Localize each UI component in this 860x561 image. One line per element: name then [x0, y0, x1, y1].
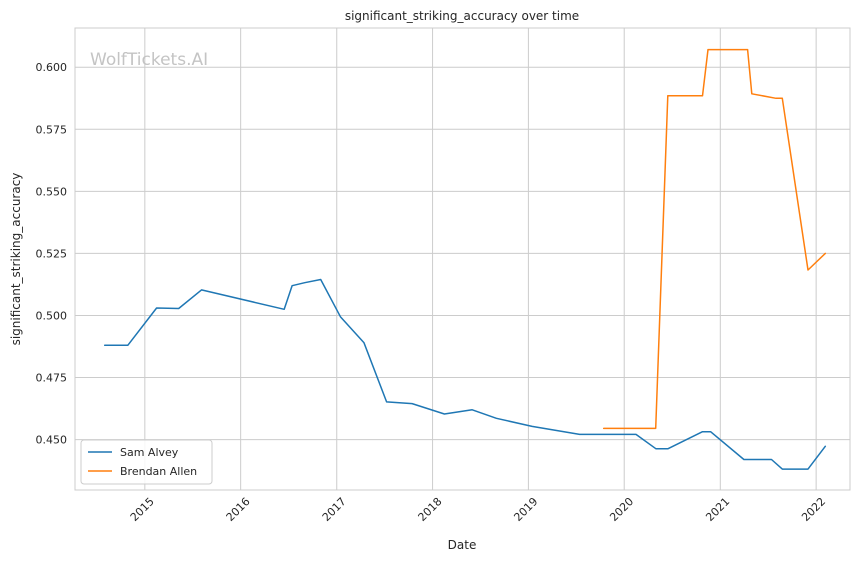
x-tick-label: 2015 — [128, 495, 157, 524]
x-tick-label: 2021 — [703, 495, 732, 524]
chart-title: significant_striking_accuracy over time — [345, 9, 579, 23]
series-lines — [103, 48, 827, 470]
x-tick-label: 2016 — [224, 495, 253, 524]
watermark-text: WolfTickets.AI — [90, 50, 208, 70]
series-line-brendan-allen — [602, 48, 827, 430]
x-tick-label: 2022 — [799, 495, 828, 524]
x-axis-ticks: 2015 2016 2017 2018 2019 2020 2021 2022 — [128, 495, 828, 524]
y-tick-label: 0.450 — [36, 434, 68, 447]
y-tick-label: 0.575 — [36, 123, 68, 136]
y-axis-ticks: 0.450 0.475 0.500 0.525 0.550 0.575 0.600 — [36, 61, 68, 446]
plot-background — [75, 28, 850, 490]
legend-box — [80, 439, 213, 485]
legend-label-brendan-allen: Brendan Allen — [120, 465, 197, 478]
x-tick-label: 2018 — [416, 495, 445, 524]
y-axis-title: significant_striking_accuracy — [9, 173, 23, 346]
series-line-sam-alvey — [103, 278, 827, 470]
grid-lines — [75, 28, 850, 490]
x-tick-label: 2017 — [320, 495, 349, 524]
x-tick-label: 2020 — [607, 495, 636, 524]
x-tick-label: 2019 — [511, 495, 540, 524]
legend-label-sam-alvey: Sam Alvey — [120, 446, 179, 459]
y-tick-label: 0.525 — [36, 247, 68, 260]
y-tick-label: 0.500 — [36, 309, 68, 322]
legend: Sam Alvey Brendan Allen — [80, 439, 213, 485]
plot-frame — [74, 27, 851, 491]
y-tick-label: 0.550 — [36, 185, 68, 198]
y-tick-label: 0.475 — [36, 372, 68, 385]
x-axis-title: Date — [448, 538, 477, 552]
y-tick-label: 0.600 — [36, 61, 68, 74]
